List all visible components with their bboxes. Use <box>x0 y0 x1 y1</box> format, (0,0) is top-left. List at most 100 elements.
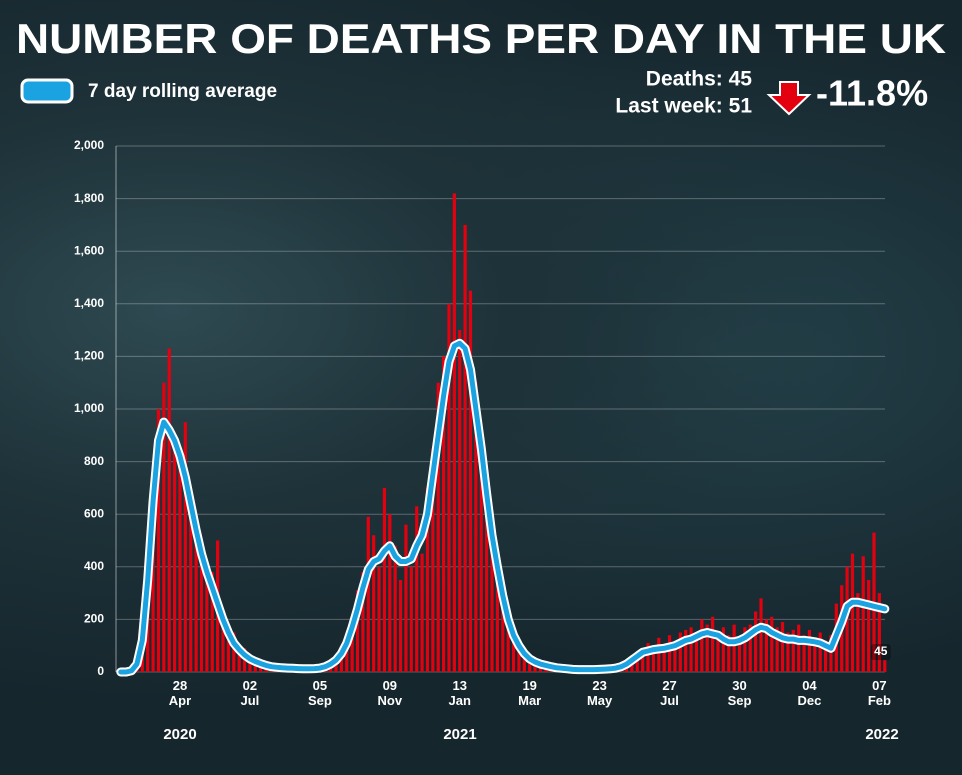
bar <box>452 193 456 672</box>
bar <box>678 632 682 672</box>
bar <box>361 572 365 672</box>
bar <box>711 616 715 672</box>
bar <box>409 566 413 672</box>
bar <box>436 382 440 672</box>
bar <box>366 516 370 672</box>
data-label: 45 <box>874 644 888 658</box>
y-tick-label: 1,200 <box>74 349 104 363</box>
stat-change: -11.8% <box>816 73 928 114</box>
x-tick-label: 04 Dec <box>797 678 822 708</box>
bar <box>183 422 187 672</box>
bar <box>490 519 494 672</box>
bar <box>178 466 182 672</box>
bar <box>388 514 392 672</box>
legend-label: 7 day rolling average <box>88 81 277 102</box>
bar <box>684 629 688 672</box>
bar <box>759 598 763 672</box>
bar <box>162 382 166 672</box>
bar <box>775 627 779 672</box>
bar <box>823 640 828 672</box>
y-tick-label: 1,000 <box>74 401 104 415</box>
y-tick-label: 1,400 <box>74 296 104 310</box>
bar <box>705 624 709 672</box>
bar <box>479 435 483 672</box>
bar <box>694 637 699 672</box>
bar <box>635 652 639 672</box>
bar <box>425 487 430 672</box>
stat-deaths: Deaths: 45 <box>646 68 753 91</box>
bar <box>431 448 435 672</box>
bar <box>786 632 790 672</box>
y-tick-label: 1,800 <box>74 191 104 205</box>
x-tick-label: 28 Apr <box>168 678 192 708</box>
year-label: 2021 <box>443 726 476 743</box>
bar <box>867 579 871 672</box>
bar <box>797 624 801 672</box>
bar <box>861 556 865 672</box>
bar <box>485 487 489 672</box>
bar <box>727 635 731 672</box>
bar <box>818 632 822 672</box>
bar <box>829 635 833 672</box>
bar <box>517 643 521 672</box>
year-label: 2022 <box>865 726 898 743</box>
bar <box>173 435 177 672</box>
year-label: 2020 <box>163 726 196 743</box>
x-tick-label: 05 Sep <box>307 678 332 708</box>
bar <box>151 487 155 672</box>
bar <box>770 616 774 672</box>
x-tick-label: 19 Mar <box>518 678 542 708</box>
x-tick-label: 13 Jan <box>448 678 471 708</box>
bar <box>226 640 230 672</box>
bar <box>748 624 752 672</box>
bar <box>156 409 161 672</box>
bar <box>463 224 467 672</box>
bar <box>528 656 532 672</box>
bar <box>194 535 198 672</box>
bar <box>345 635 349 672</box>
bar <box>474 382 478 672</box>
bar <box>743 627 747 672</box>
bar <box>415 506 419 672</box>
bar <box>442 356 446 672</box>
bar <box>232 632 236 672</box>
bar <box>506 611 510 672</box>
bar <box>248 660 252 672</box>
bar <box>662 645 666 672</box>
x-tick-label: 27 Jul <box>660 678 679 708</box>
bar <box>393 545 397 672</box>
x-tick-label: 02 Jul <box>240 678 260 708</box>
chart-title: NUMBER OF DEATHS PER DAY IN THE UK <box>16 15 946 62</box>
bar <box>398 579 403 672</box>
bar <box>237 653 241 672</box>
y-tick-label: 2,000 <box>74 138 104 152</box>
bar <box>522 650 526 672</box>
bar <box>657 637 661 672</box>
bar <box>802 635 806 672</box>
bar <box>382 487 387 672</box>
x-tick-label: 07 Feb <box>867 678 891 708</box>
x-tick-label: 30 Sep <box>727 678 752 708</box>
bar <box>377 566 381 672</box>
y-tick-label: 0 <box>97 664 104 678</box>
bar <box>404 524 408 672</box>
down-arrow <box>766 81 812 116</box>
bar <box>221 622 225 672</box>
bar <box>850 553 855 672</box>
stat-last-week: Last week: 51 <box>615 95 752 118</box>
bar <box>721 627 725 672</box>
bar <box>339 650 343 672</box>
bar <box>780 622 785 672</box>
bar <box>646 643 650 672</box>
bar <box>468 290 473 672</box>
bar <box>700 619 704 672</box>
bar <box>372 535 376 672</box>
bar <box>199 545 204 672</box>
grid <box>116 145 885 673</box>
bar <box>673 643 677 672</box>
bar <box>754 611 758 672</box>
x-tick-label: 23 May <box>586 678 613 708</box>
bar <box>732 624 736 672</box>
bar <box>350 622 354 672</box>
